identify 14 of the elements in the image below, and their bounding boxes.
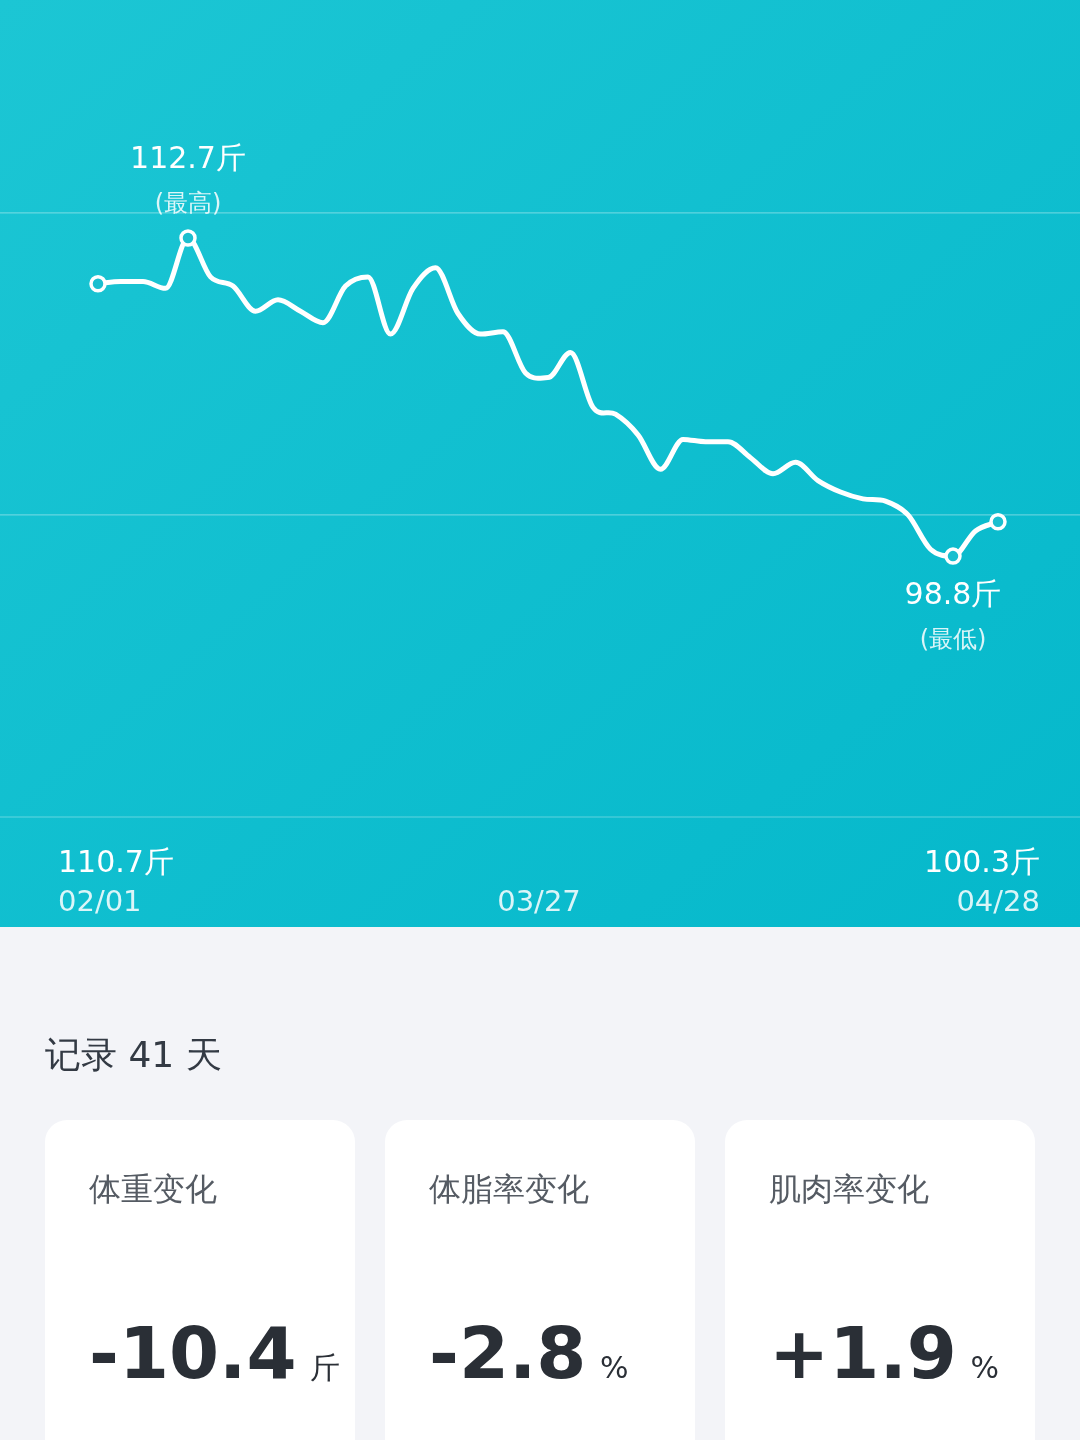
text: +1.9 % (769, 1311, 999, 1395)
text: 肌肉率变化 (769, 1170, 929, 1208)
x-tick-label: 04/28 (956, 884, 1040, 918)
text: 110.7斤 (58, 844, 174, 879)
data-label: 98.8斤 (最低) (904, 576, 1002, 654)
x-tick-label: 02/01 (58, 884, 142, 918)
text: -2.8 % (429, 1311, 629, 1395)
text: 体脂率变化 (429, 1170, 589, 1208)
text: -10.4 斤 (89, 1311, 341, 1395)
data-label: 112.7斤 (最高) (130, 140, 246, 218)
text: 100.3斤 (924, 844, 1040, 879)
text: 体重变化 (89, 1170, 217, 1208)
text: 记录 41 天 (45, 1034, 222, 1075)
x-tick-label: 03/27 (497, 884, 581, 918)
